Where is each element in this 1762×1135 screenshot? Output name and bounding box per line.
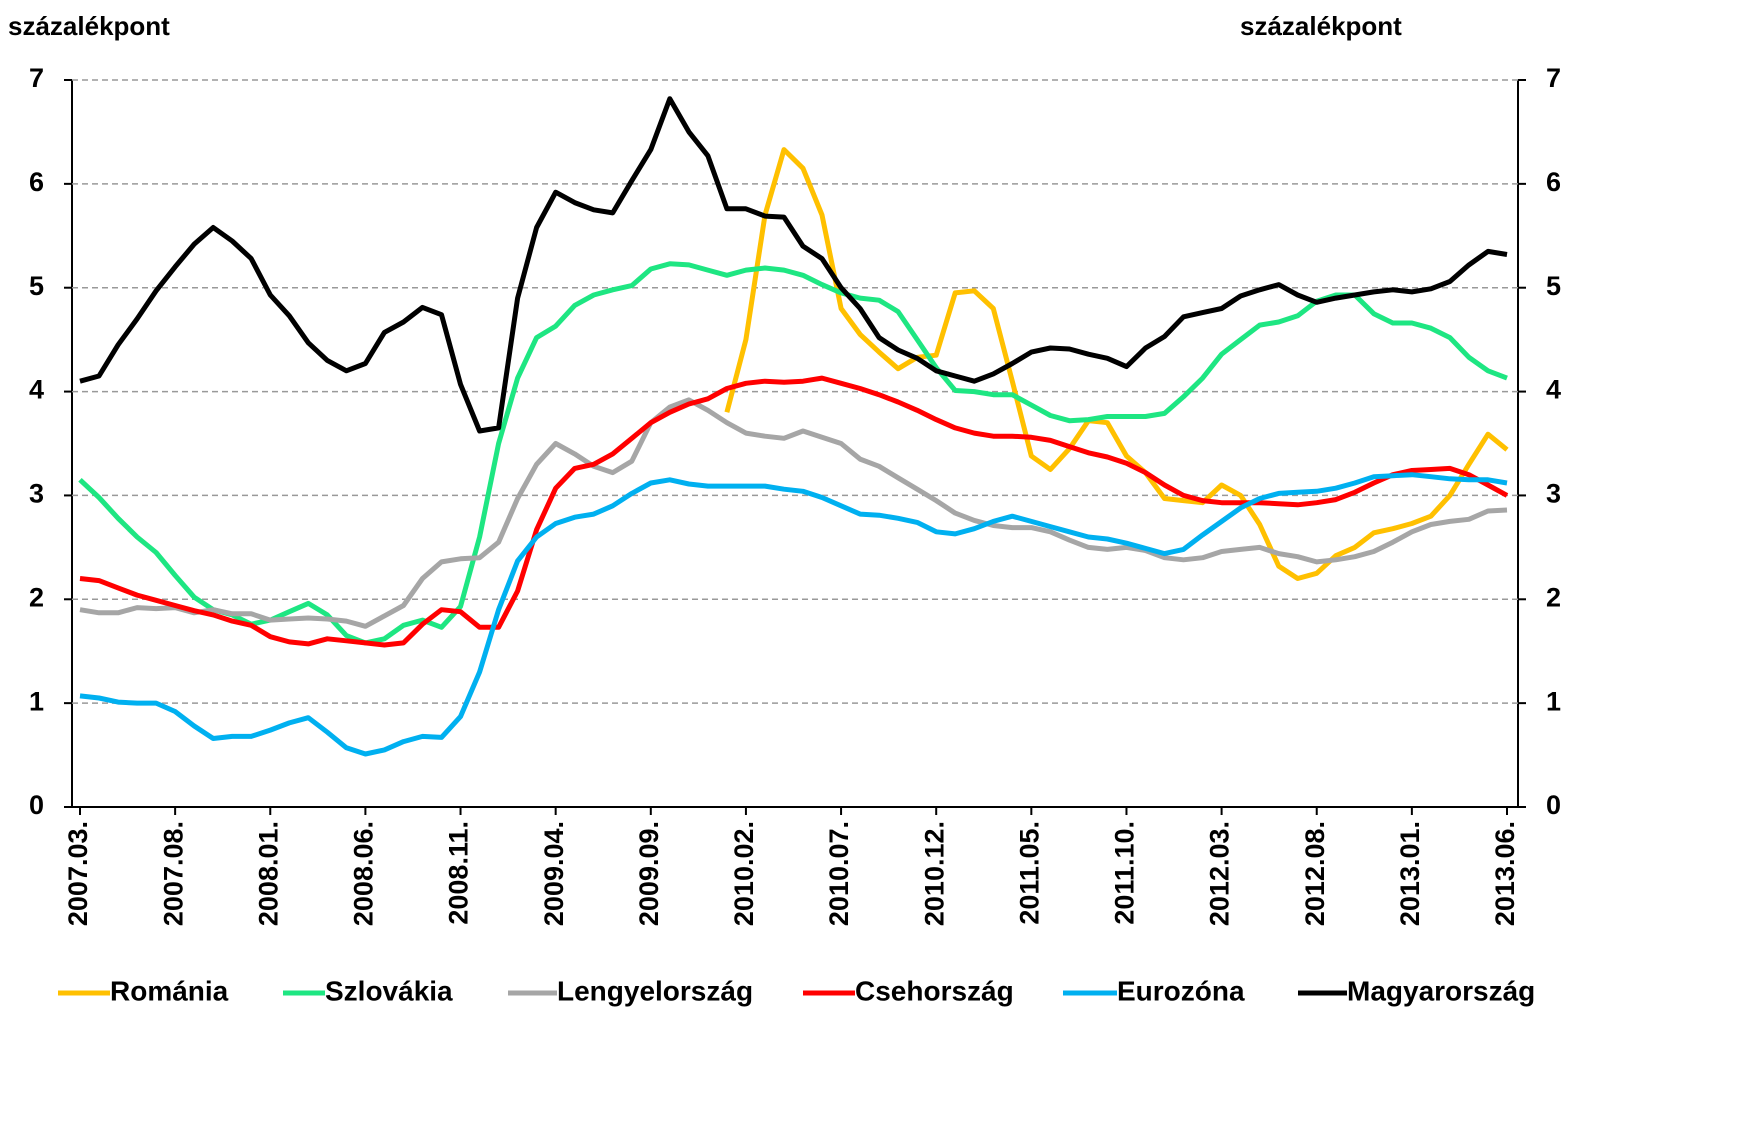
y2-tick-label: 3 — [1546, 479, 1561, 509]
y-tick-label: 0 — [29, 790, 44, 820]
legend-label: Csehország — [855, 975, 1014, 1006]
x-tick-label: 2008.06. — [349, 821, 379, 926]
y2-tick-label: 5 — [1546, 271, 1561, 301]
series-line — [79, 397, 1508, 629]
x-tick-label: 2010.07. — [824, 821, 854, 926]
series-line — [79, 375, 1509, 648]
y-axis-label: százalékpont — [8, 11, 170, 41]
y2-axis-label: százalékpont — [1240, 11, 1402, 41]
y-tick-label: 6 — [29, 167, 44, 197]
x-tick-label: 2007.03. — [63, 821, 93, 926]
y-tick-label: 5 — [29, 271, 44, 301]
x-tick-label: 2007.08. — [158, 821, 188, 926]
x-tick-label: 2011.05. — [1014, 821, 1044, 925]
x-tick-label: 2012.08. — [1300, 821, 1330, 926]
series-line — [78, 261, 1508, 646]
legend-label: Románia — [110, 975, 229, 1006]
x-tick-label: 2011.10. — [1110, 821, 1140, 925]
x-tick-label: 2013.01. — [1395, 821, 1425, 926]
x-tick-label: 2008.11. — [444, 821, 474, 925]
y-tick-label: 4 — [29, 375, 44, 405]
x-tick-label: 2009.09. — [634, 821, 664, 926]
y2-tick-label: 2 — [1546, 582, 1561, 612]
y2-tick-label: 6 — [1546, 167, 1561, 197]
y2-tick-label: 1 — [1546, 686, 1561, 716]
series-line — [79, 96, 1508, 434]
y-tick-label: 7 — [29, 63, 44, 93]
y2-tick-label: 0 — [1546, 790, 1561, 820]
legend-label: Lengyelország — [557, 975, 753, 1006]
x-tick-label: 2013.06. — [1490, 821, 1520, 926]
y2-tick-label: 7 — [1546, 63, 1561, 93]
series-line — [724, 147, 1509, 581]
legend-label: Magyarország — [1347, 975, 1535, 1006]
y-tick-label: 1 — [29, 686, 44, 716]
legend-label: Eurozóna — [1117, 975, 1245, 1006]
x-tick-label: 2010.12. — [919, 821, 949, 926]
series-line — [79, 472, 1508, 757]
x-tick-label: 2012.03. — [1205, 821, 1235, 926]
y-tick-label: 3 — [29, 479, 44, 509]
x-tick-label: 2008.01. — [253, 821, 283, 926]
y2-tick-label: 4 — [1546, 375, 1561, 405]
y-tick-label: 2 — [29, 582, 44, 612]
legend-label: Szlovákia — [325, 975, 453, 1006]
x-tick-label: 2009.04. — [539, 821, 569, 926]
x-tick-label: 2010.02. — [729, 821, 759, 926]
